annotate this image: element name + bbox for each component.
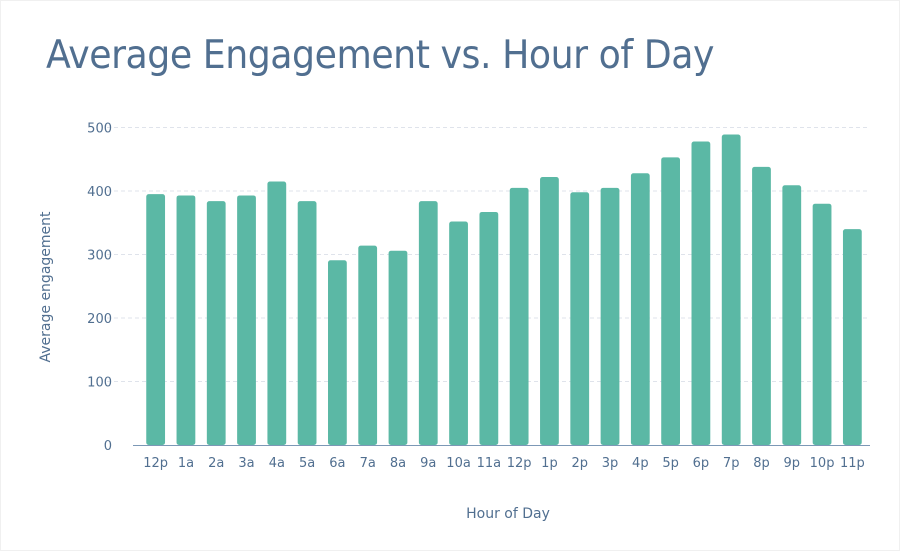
y-tick-label: 200 — [87, 312, 112, 327]
bar-5[interactable] — [297, 201, 317, 445]
bar-10[interactable] — [449, 221, 468, 445]
chart-title: Average Engagement vs. Hour of Day — [46, 33, 714, 78]
bar-18[interactable] — [691, 141, 711, 445]
bar-14[interactable] — [570, 192, 590, 445]
y-axis-ticks: 0 100 200 300 400 500 — [87, 122, 112, 455]
x-tick-label: 12p — [507, 456, 532, 471]
bar-7[interactable] — [358, 245, 378, 445]
bar-6[interactable] — [328, 260, 347, 445]
x-tick-label: 4p — [632, 456, 649, 471]
bar-20[interactable] — [752, 166, 771, 445]
y-tick-label: 400 — [87, 185, 112, 200]
x-tick-label: 2a — [208, 456, 224, 471]
x-tick-label: 5p — [662, 456, 679, 471]
y-tick-label: 100 — [87, 376, 112, 391]
bar-15[interactable] — [600, 187, 620, 445]
bar-4[interactable] — [267, 181, 287, 445]
x-tick-label: 2p — [571, 456, 588, 471]
x-tick-label: 10p — [810, 456, 835, 471]
x-tick-label: 8p — [753, 456, 770, 471]
x-tick-label: 3p — [602, 456, 619, 471]
y-tick-label: 0 — [104, 439, 112, 454]
x-tick-label: 1p — [541, 456, 558, 471]
x-tick-label: 11p — [840, 456, 865, 471]
x-tick-label: 8a — [390, 456, 406, 471]
bar-23[interactable] — [842, 229, 862, 445]
x-tick-label: 3a — [238, 456, 254, 471]
x-tick-label: 10a — [446, 456, 471, 471]
bar-21[interactable] — [782, 185, 802, 445]
x-tick-label: 9a — [420, 456, 436, 471]
bar-16[interactable] — [630, 173, 650, 445]
x-tick-label: 7a — [360, 456, 376, 471]
bar-2[interactable] — [206, 201, 226, 445]
bar-3[interactable] — [237, 195, 256, 445]
bar-22[interactable] — [812, 203, 832, 445]
bar-12[interactable] — [509, 187, 529, 445]
x-tick-label: 5a — [299, 456, 315, 471]
y-tick-label: 300 — [87, 249, 112, 264]
bar-1[interactable] — [176, 195, 196, 445]
x-tick-label: 7p — [723, 456, 740, 471]
x-axis-label: Hour of Day — [466, 506, 550, 522]
bar-9[interactable] — [418, 201, 438, 445]
x-tick-label: 1a — [178, 456, 194, 471]
bar-19[interactable] — [721, 134, 741, 446]
x-tick-label: 12p — [143, 456, 168, 471]
y-axis-label: Average engagement — [38, 211, 54, 363]
x-tick-label: 9p — [784, 456, 801, 471]
y-tick-label: 500 — [87, 122, 112, 137]
x-tick-label: 6a — [329, 456, 345, 471]
bar-17[interactable] — [661, 157, 680, 445]
bar-11[interactable] — [479, 211, 499, 445]
bar-13[interactable] — [540, 177, 559, 445]
x-tick-label: 6p — [693, 456, 710, 471]
bars — [146, 134, 862, 446]
x-axis-ticks: 12p 1a 2a 3a 4a 5a 6a 7a 8a 9a 10a 11a 12p 1p 2p 3p 4p 5p… — [143, 456, 865, 471]
x-tick-label: 11a — [477, 456, 502, 471]
x-tick-label: 4a — [269, 456, 285, 471]
bar-8[interactable] — [388, 250, 408, 445]
bar-0[interactable] — [146, 194, 166, 445]
